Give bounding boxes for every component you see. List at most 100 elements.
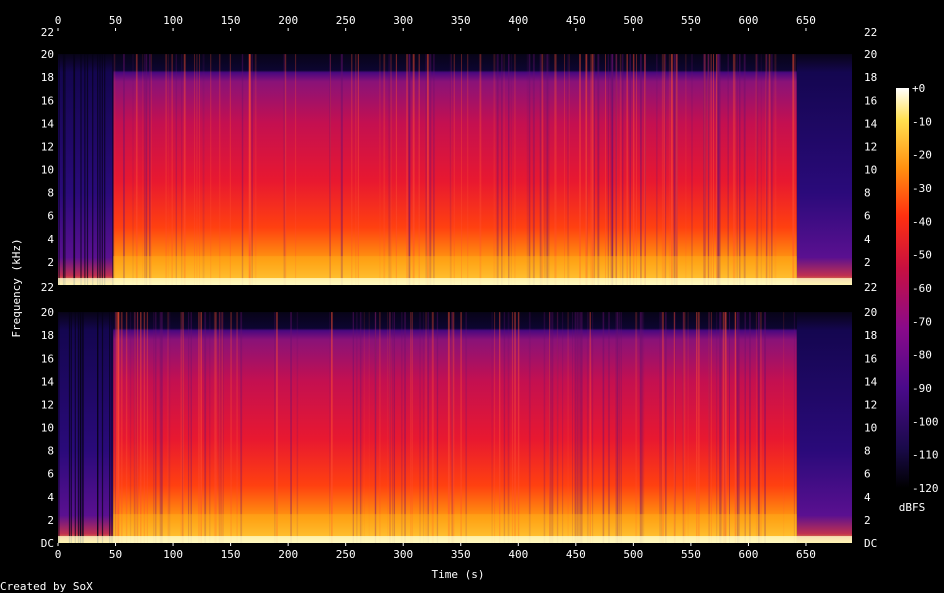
y-tick-label-right: 2 <box>864 514 871 527</box>
x-tick-label-top: 300 <box>393 14 413 27</box>
quiet-region-start <box>58 312 114 543</box>
colorbar-gradient <box>896 88 909 488</box>
y-tick-label-top-max: 22 <box>864 281 877 294</box>
y-tick-label-right: 20 <box>864 306 877 319</box>
y-tick-label-left: 2 <box>47 514 54 527</box>
colorbar-tick-label: -60 <box>912 282 932 295</box>
x-tick-label-bottom: 600 <box>738 548 758 561</box>
colorbar-tick-label: -110 <box>912 449 939 462</box>
colorbar-tick-label: -120 <box>912 482 939 495</box>
footer-credit: Created by SoX <box>0 580 93 593</box>
y-tick-label-left: 2 <box>47 256 54 269</box>
y-tick-label-left: 16 <box>41 94 54 107</box>
y-tick-label-left: 6 <box>47 210 54 223</box>
y-tick-label-left: 22 <box>41 26 54 39</box>
x-tick-label-bottom: 650 <box>796 548 816 561</box>
x-tick-label-top: 350 <box>451 14 471 27</box>
y-tick-label-left: 10 <box>41 422 54 435</box>
y-tick-label-left: 4 <box>47 491 54 504</box>
x-tick-label-top: 200 <box>278 14 298 27</box>
colorbar-tick-label: -40 <box>912 215 932 228</box>
y-tick-label-right: 16 <box>864 94 877 107</box>
y-axis-label: Frequency (kHz) <box>10 238 23 337</box>
spectral-energy-region <box>113 54 797 285</box>
channel-panel-2 <box>58 289 852 543</box>
quiet-region-end <box>796 312 852 543</box>
y-tick-label-top-max: 22 <box>41 281 54 294</box>
y-tick-label-left: 14 <box>41 375 55 388</box>
y-tick-label-left: 8 <box>47 445 54 458</box>
x-tick-label-bottom: 0 <box>55 548 62 561</box>
y-tick-label-left: 20 <box>41 306 54 319</box>
x-axis-label: Time (s) <box>432 568 485 581</box>
y-tick-label-right: 8 <box>864 445 871 458</box>
x-tick-label-bottom: 250 <box>336 548 356 561</box>
quiet-region-start <box>58 54 114 285</box>
colorbar-tick-label: -90 <box>912 382 932 395</box>
x-tick-label-bottom: 50 <box>109 548 122 561</box>
y-tick-label-left: 8 <box>47 187 54 200</box>
y-tick-label-right: 6 <box>864 468 871 481</box>
y-tick-label-right: 20 <box>864 48 877 61</box>
x-tick-label-bottom: 500 <box>623 548 643 561</box>
x-tick-label-bottom: 200 <box>278 548 298 561</box>
y-tick-label-right: 4 <box>864 491 871 504</box>
x-tick-label-bottom: 150 <box>221 548 241 561</box>
x-tick-label-bottom: 100 <box>163 548 183 561</box>
channel-panel-1 <box>58 31 852 285</box>
x-tick-label-top: 450 <box>566 14 586 27</box>
x-tick-label-top: 600 <box>738 14 758 27</box>
y-tick-label-left: DC <box>41 537 54 550</box>
y-tick-label-right: 2 <box>864 256 871 269</box>
y-tick-label-right: 16 <box>864 352 877 365</box>
y-tick-label-right: 18 <box>864 71 877 84</box>
spectral-energy-region <box>113 312 797 543</box>
colorbar-tick-label: +0 <box>912 82 925 95</box>
colorbar-tick-label: -20 <box>912 149 932 162</box>
x-tick-label-top: 50 <box>109 14 122 27</box>
x-tick-label-top: 150 <box>221 14 241 27</box>
colorbar-tick-label: -50 <box>912 249 932 262</box>
x-tick-label-top: 500 <box>623 14 643 27</box>
y-tick-label-right: 6 <box>864 210 871 223</box>
x-tick-label-top: 0 <box>55 14 62 27</box>
y-tick-label-right: 14 <box>864 375 878 388</box>
y-tick-label-left: 10 <box>41 164 54 177</box>
x-tick-label-top: 550 <box>681 14 701 27</box>
y-tick-label-right: DC <box>864 537 877 550</box>
y-tick-label-right: 18 <box>864 329 877 342</box>
x-tick-label-bottom: 400 <box>508 548 528 561</box>
colorbar-tick-label: -80 <box>912 349 932 362</box>
x-tick-label-top: 250 <box>336 14 356 27</box>
y-tick-label-left: 12 <box>41 398 54 411</box>
x-tick-label-top: 100 <box>163 14 183 27</box>
y-tick-label-right: 10 <box>864 422 877 435</box>
x-tick-label-bottom: 300 <box>393 548 413 561</box>
y-tick-label-right: 10 <box>864 164 877 177</box>
y-tick-label-left: 6 <box>47 468 54 481</box>
x-tick-label-bottom: 350 <box>451 548 471 561</box>
y-tick-label-right: 14 <box>864 117 878 130</box>
y-tick-label-left: 18 <box>41 71 54 84</box>
y-tick-label-left: 14 <box>41 117 55 130</box>
colorbar-tick-label: -30 <box>912 182 932 195</box>
y-tick-label-left: 4 <box>47 233 54 246</box>
y-tick-label-right: 12 <box>864 140 877 153</box>
y-tick-label-right: 8 <box>864 187 871 200</box>
y-tick-label-left: 12 <box>41 140 54 153</box>
colorbar-label: dBFS <box>899 501 926 514</box>
y-tick-label-left: 20 <box>41 48 54 61</box>
y-tick-label-right: 22 <box>864 26 877 39</box>
colorbar-tick-label: -100 <box>912 415 939 428</box>
y-tick-label-left: 16 <box>41 352 54 365</box>
colorbar-tick-label: -10 <box>912 115 932 128</box>
x-tick-label-bottom: 450 <box>566 548 586 561</box>
y-tick-label-right: 4 <box>864 233 871 246</box>
y-tick-label-right: 12 <box>864 398 877 411</box>
x-tick-label-top: 400 <box>508 14 528 27</box>
quiet-region-end <box>796 54 852 285</box>
y-tick-label-left: 18 <box>41 329 54 342</box>
x-tick-label-top: 650 <box>796 14 816 27</box>
colorbar-tick-label: -70 <box>912 315 932 328</box>
